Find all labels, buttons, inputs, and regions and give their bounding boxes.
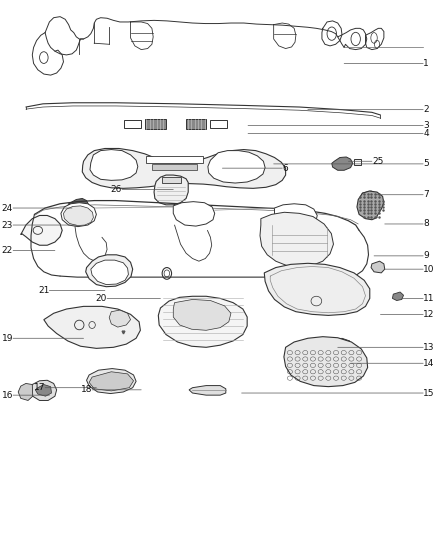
Polygon shape <box>29 380 57 400</box>
Polygon shape <box>329 338 350 351</box>
Polygon shape <box>109 310 131 327</box>
Polygon shape <box>21 215 62 245</box>
Polygon shape <box>82 149 286 188</box>
Polygon shape <box>145 119 166 130</box>
Polygon shape <box>154 175 188 205</box>
Polygon shape <box>361 191 375 199</box>
Text: 10: 10 <box>423 265 434 273</box>
Polygon shape <box>64 207 81 219</box>
Polygon shape <box>173 201 215 226</box>
Text: 23: 23 <box>2 221 13 230</box>
Polygon shape <box>332 157 353 170</box>
Text: 7: 7 <box>423 190 429 199</box>
Text: 21: 21 <box>38 286 49 295</box>
Polygon shape <box>87 368 136 393</box>
Polygon shape <box>186 119 206 130</box>
Text: 8: 8 <box>423 220 429 229</box>
Text: 11: 11 <box>423 294 434 303</box>
Polygon shape <box>284 337 367 386</box>
Polygon shape <box>86 255 133 287</box>
Polygon shape <box>152 164 197 169</box>
Polygon shape <box>44 306 140 349</box>
Text: 14: 14 <box>423 359 434 368</box>
Text: 18: 18 <box>81 385 92 394</box>
Polygon shape <box>145 156 203 163</box>
Polygon shape <box>61 203 96 227</box>
Text: 24: 24 <box>2 204 13 213</box>
Text: 25: 25 <box>372 157 383 166</box>
Polygon shape <box>275 204 317 229</box>
Polygon shape <box>35 384 52 396</box>
Polygon shape <box>260 212 333 266</box>
Text: 22: 22 <box>2 246 13 255</box>
Polygon shape <box>89 372 134 391</box>
Polygon shape <box>18 383 33 400</box>
Polygon shape <box>158 296 247 348</box>
Polygon shape <box>162 177 180 182</box>
Text: 20: 20 <box>95 294 107 303</box>
Polygon shape <box>357 191 384 220</box>
Polygon shape <box>264 263 370 316</box>
Text: 2: 2 <box>423 105 429 114</box>
Polygon shape <box>91 260 128 285</box>
Text: 9: 9 <box>423 252 429 260</box>
Polygon shape <box>64 206 93 225</box>
Text: 6: 6 <box>282 164 288 173</box>
Text: 17: 17 <box>34 383 45 392</box>
Polygon shape <box>363 203 377 205</box>
Polygon shape <box>208 151 265 183</box>
Polygon shape <box>90 150 138 180</box>
Text: 19: 19 <box>2 334 13 343</box>
Polygon shape <box>392 292 403 301</box>
Polygon shape <box>67 198 89 217</box>
Text: 26: 26 <box>111 185 122 194</box>
Text: 16: 16 <box>2 391 13 400</box>
Text: 5: 5 <box>423 159 429 168</box>
Text: 3: 3 <box>423 121 429 130</box>
Polygon shape <box>189 385 226 395</box>
Text: 4: 4 <box>423 129 429 138</box>
Text: 1: 1 <box>423 59 429 68</box>
Polygon shape <box>371 261 385 273</box>
Text: 15: 15 <box>423 389 434 398</box>
Polygon shape <box>173 300 231 330</box>
Polygon shape <box>354 159 361 165</box>
Text: 13: 13 <box>423 343 434 352</box>
Text: 12: 12 <box>423 310 434 319</box>
